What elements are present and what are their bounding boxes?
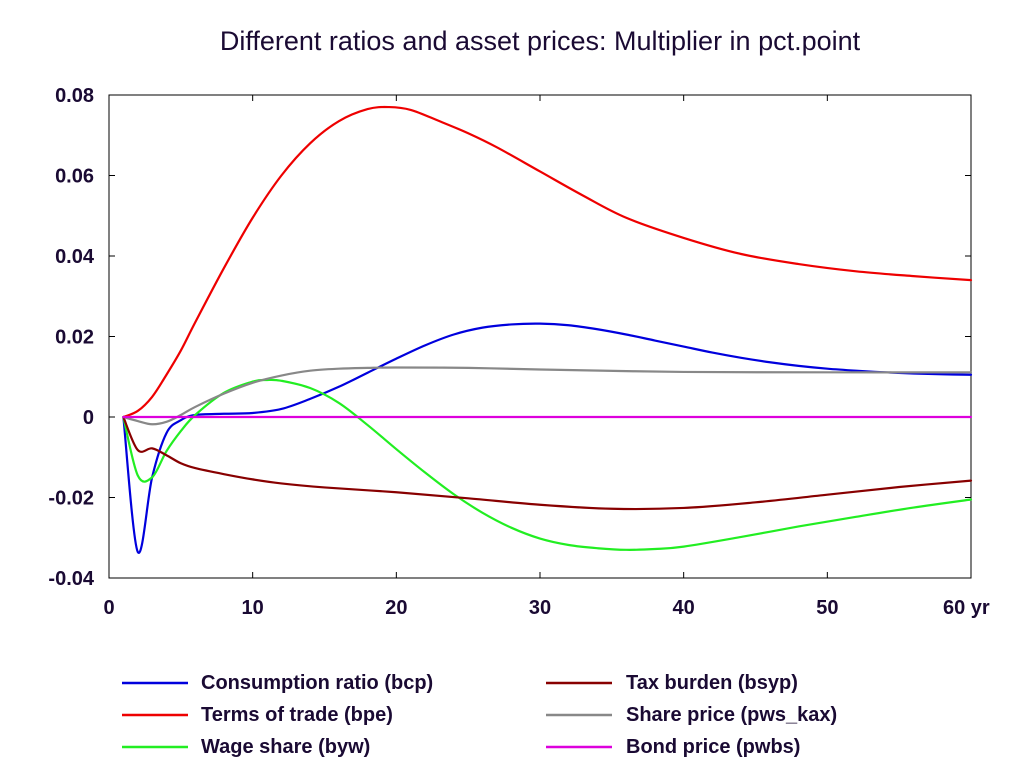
x-axis: 0 10 20 30 40 50 60 yr [103,95,990,619]
y-tick-label: 0.08 [55,85,94,107]
y-tick-label: 0 [83,407,94,429]
x-tick-label: 10 [242,597,264,619]
y-tick-label: -0.04 [48,568,94,590]
y-axis: -0.04 -0.02 0 0.02 0.04 0.06 0.08 [48,85,971,590]
y-tick-label: 0.04 [55,246,95,268]
x-tick-label: 40 [673,597,695,619]
legend: Consumption ratio (bcp) Terms of trade (b… [122,672,837,758]
series-line-wage-share [122,378,973,551]
y-tick-label: 0.06 [55,166,94,188]
legend-label-tax-burden: Tax burden (bsyp) [626,672,798,694]
series-line-terms-of-trade [122,105,973,419]
chart-title: Different ratios and asset prices: Multi… [220,26,861,56]
x-tick-label: 30 [529,597,551,619]
y-tick-label: 0.02 [55,327,94,349]
x-tick-label: 60 yr [943,597,990,619]
legend-label-wage-share: Wage share (byw) [201,736,370,758]
series-line-tax-burden [122,415,973,511]
x-tick-label: 50 [816,597,838,619]
x-tick-label: 0 [103,597,114,619]
series-lines [122,105,973,554]
y-tick-label: -0.02 [48,488,94,510]
legend-label-bond-price: Bond price (pwbs) [626,736,800,758]
series-line-share-price [122,366,973,426]
x-tick-label: 20 [385,597,407,619]
legend-label-terms-of-trade: Terms of trade (bpe) [201,704,393,726]
legend-label-share-price: Share price (pws_kax) [626,704,837,726]
legend-label-consumption-ratio: Consumption ratio (bcp) [201,672,433,694]
